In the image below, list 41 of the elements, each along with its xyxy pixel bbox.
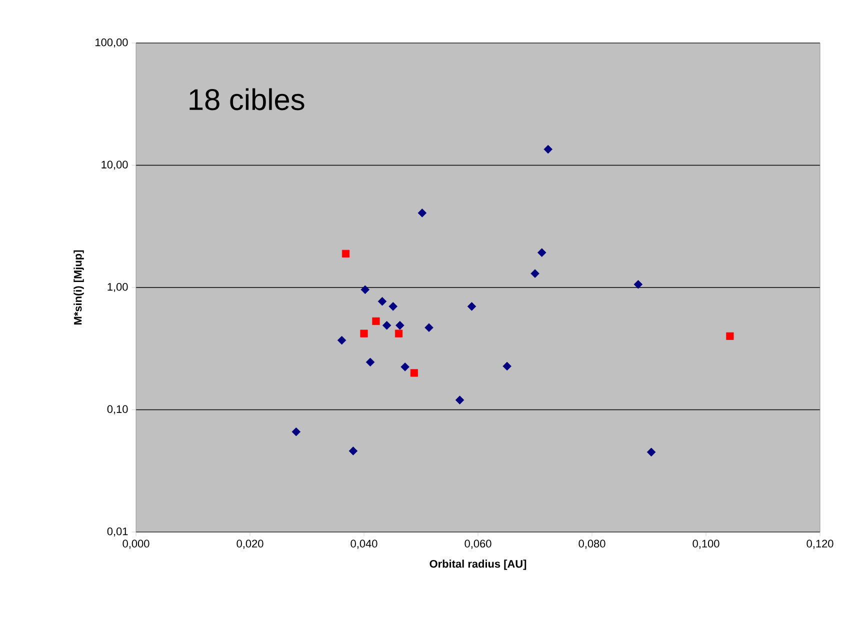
point xyxy=(342,250,350,258)
x-tick-label: 0,060 xyxy=(464,540,492,549)
point xyxy=(292,427,301,436)
y-tick-label: 10,00 xyxy=(102,160,128,170)
x-tick-label: 0,080 xyxy=(578,540,606,549)
y-tick-label: 0,01 xyxy=(107,527,128,537)
point xyxy=(634,280,643,289)
x-tick-label: 0,000 xyxy=(122,540,150,549)
point xyxy=(726,332,734,340)
point xyxy=(348,446,358,456)
point xyxy=(388,302,398,311)
text: 18 cibles xyxy=(190,88,304,110)
y-tick-label: 100,00 xyxy=(96,38,128,48)
point xyxy=(360,285,370,294)
point xyxy=(337,336,346,345)
point xyxy=(455,396,464,404)
point xyxy=(396,320,404,330)
y-tick-label: 0,10 xyxy=(107,405,128,414)
point xyxy=(382,320,392,330)
x-tick-label: 0,020 xyxy=(236,540,264,549)
x-tick-label: 0,100 xyxy=(692,540,720,549)
point xyxy=(410,369,418,377)
point xyxy=(400,362,410,372)
point xyxy=(424,323,434,332)
point xyxy=(418,208,427,218)
point xyxy=(502,362,512,371)
point xyxy=(537,248,546,257)
x-tick-label: 0,120 xyxy=(806,540,834,549)
y-tick-label: 1,00 xyxy=(108,282,128,292)
point xyxy=(372,317,380,325)
point xyxy=(366,358,375,367)
point xyxy=(467,302,476,311)
x-tick-label: 0,040 xyxy=(350,540,378,549)
point xyxy=(646,448,656,457)
point xyxy=(530,269,540,278)
x-axis-title: Orbital radius [AU] xyxy=(430,560,526,570)
point xyxy=(394,330,403,338)
y-axis-title: M*sin(i) [Mjup] xyxy=(74,250,84,324)
point xyxy=(360,330,368,338)
point xyxy=(378,296,387,306)
point xyxy=(544,144,553,154)
